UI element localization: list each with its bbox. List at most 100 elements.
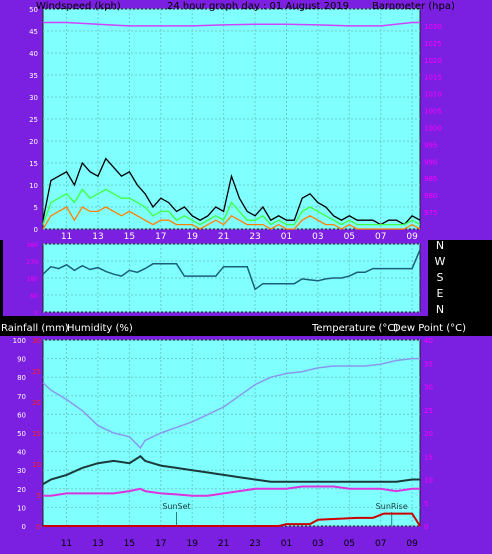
- compass-letter-s: S: [437, 271, 444, 284]
- time-tick-label: 15: [124, 232, 135, 242]
- time-tick-label: 11: [61, 232, 72, 242]
- barometer-axis: 975 980 985 990 995 1000 1005 1010 1015 1020 1025 1…: [424, 23, 442, 217]
- direction-axis: 0 90 180 270 360: [27, 242, 39, 317]
- rainfall-line: [43, 512, 421, 527]
- rainfall-tick-label: 0: [37, 523, 41, 531]
- temperature-axis-label: Temperature (°C): [311, 323, 398, 334]
- barometer-tick-label: 1025: [424, 40, 442, 48]
- time-tick-label: 23: [249, 539, 260, 549]
- rainfall-tick-label: 25: [32, 368, 41, 376]
- direction-series: [42, 249, 421, 291]
- rainfall-tick-label: 5: [37, 492, 41, 500]
- barometer-tick-label: 995: [424, 141, 437, 149]
- windspeed-tick-label: 5: [34, 204, 38, 212]
- humidity-tick-label: 50: [17, 430, 26, 438]
- windspeed-tick-label: 20: [29, 138, 38, 146]
- barometer-tick-label: 1030: [424, 23, 442, 31]
- wind-speed-line: [42, 206, 421, 230]
- windspeed-tick-label: 45: [29, 28, 38, 36]
- time-tick-label: 07: [375, 232, 386, 242]
- time-tick-label: 11: [61, 539, 72, 549]
- barometer-tick-label: 990: [424, 158, 437, 166]
- humidity-line: [42, 357, 420, 450]
- rainfall-tick-label: 20: [32, 399, 41, 407]
- temperature-tick-label: 20: [424, 430, 433, 438]
- windspeed-axis: 0 5 10 15 20 25 30 35 40 45 50: [29, 6, 38, 234]
- rainfall-axis-label: Rainfall (mm): [1, 323, 69, 334]
- time-tick-label: 01: [281, 232, 292, 242]
- time-tick-label: 13: [92, 232, 103, 242]
- temperature-tick-label: 35: [424, 360, 433, 368]
- windspeed-tick-label: 35: [29, 72, 38, 80]
- time-tick-label: 23: [249, 232, 260, 242]
- temperature-tick-label: 5: [424, 500, 428, 508]
- barometer-tick-label: 980: [424, 192, 437, 200]
- time-tick-label: 03: [312, 539, 323, 549]
- compass-letter-n: N: [436, 239, 444, 252]
- wind-time-axis: 11 13 15 17 19 21 23 01 03 05 07 09: [61, 232, 418, 242]
- time-tick-label: 05: [344, 539, 355, 549]
- barometer-tick-label: 975: [424, 209, 437, 217]
- rainfall-tick-label: 30: [32, 337, 41, 345]
- humidity-tick-label: 100: [13, 337, 26, 345]
- windspeed-tick-label: 0: [34, 226, 38, 234]
- temperature-tick-label: 15: [424, 453, 433, 461]
- temperature-line: [42, 455, 420, 485]
- time-tick-label: 17: [155, 539, 166, 549]
- time-tick-label: 01: [281, 539, 292, 549]
- rainfall-tick-label: 10: [32, 461, 41, 469]
- sunrise-label: SunRise: [376, 502, 408, 511]
- temperature-tick-label: 10: [424, 477, 433, 485]
- temperature-tick-label: 0: [424, 523, 428, 531]
- weather-series: [42, 357, 421, 527]
- humidity-tick-label: 0: [22, 523, 26, 531]
- direction-tick-label: 180: [27, 276, 39, 283]
- humidity-tick-label: 90: [17, 356, 26, 364]
- humidity-tick-label: 40: [17, 449, 26, 457]
- compass-letter-w: W: [435, 255, 446, 268]
- temperature-tick-label: 25: [424, 407, 433, 415]
- sunset-label: SunSet: [162, 502, 190, 511]
- time-tick-label: 07: [375, 539, 386, 549]
- time-tick-label: 13: [92, 539, 103, 549]
- time-tick-label: 21: [218, 539, 229, 549]
- rainfall-tick-label: 15: [32, 430, 41, 438]
- windspeed-tick-label: 50: [29, 6, 38, 14]
- time-tick-label: 09: [406, 539, 418, 549]
- dewpoint-axis-label: Dew Point (°C): [393, 323, 466, 334]
- humidity-axis: 0 10 20 30 40 50 60 70 80 90 100: [13, 337, 26, 531]
- barometer-line: [43, 21, 420, 27]
- time-tick-label: 15: [124, 539, 135, 549]
- humidity-tick-label: 80: [17, 374, 26, 382]
- time-tick-label: 05: [344, 232, 355, 242]
- dewpoint-line: [43, 485, 420, 497]
- humidity-tick-label: 20: [17, 486, 26, 494]
- humidity-tick-label: 30: [17, 467, 26, 475]
- temperature-tick-label: 30: [424, 384, 433, 392]
- direction-tick-label: 360: [27, 242, 39, 249]
- time-tick-label: 19: [187, 232, 199, 242]
- wind-direction-line: [42, 249, 421, 291]
- wind-gust-line: [42, 157, 421, 226]
- direction-tick-label: 0: [34, 310, 38, 317]
- rainfall-axis: 0 5 10 15 20 25 30: [32, 337, 41, 531]
- humidity-tick-label: 10: [17, 504, 26, 512]
- time-tick-label: 03: [312, 232, 323, 242]
- direction-tick-label: 90: [30, 293, 38, 300]
- windspeed-tick-label: 40: [29, 50, 38, 58]
- humidity-axis-label: Humidity (%): [67, 323, 133, 334]
- windspeed-tick-label: 25: [29, 116, 38, 124]
- direction-tick-label: 270: [27, 259, 39, 266]
- wind-grid: [43, 8, 420, 230]
- barometer-tick-label: 1005: [424, 108, 442, 116]
- barometer-tick-label: 1000: [424, 124, 442, 132]
- barometer-tick-label: 1020: [424, 57, 442, 65]
- windspeed-tick-label: 10: [29, 182, 38, 190]
- temperature-tick-label: 40: [424, 337, 433, 345]
- chart-title: 24 hour graph day : 01 August 2019: [167, 1, 349, 12]
- weather-grid: [43, 339, 420, 527]
- wind-average-line: [42, 188, 421, 226]
- barometer-tick-label: 1010: [424, 91, 442, 99]
- time-tick-label: 19: [187, 539, 199, 549]
